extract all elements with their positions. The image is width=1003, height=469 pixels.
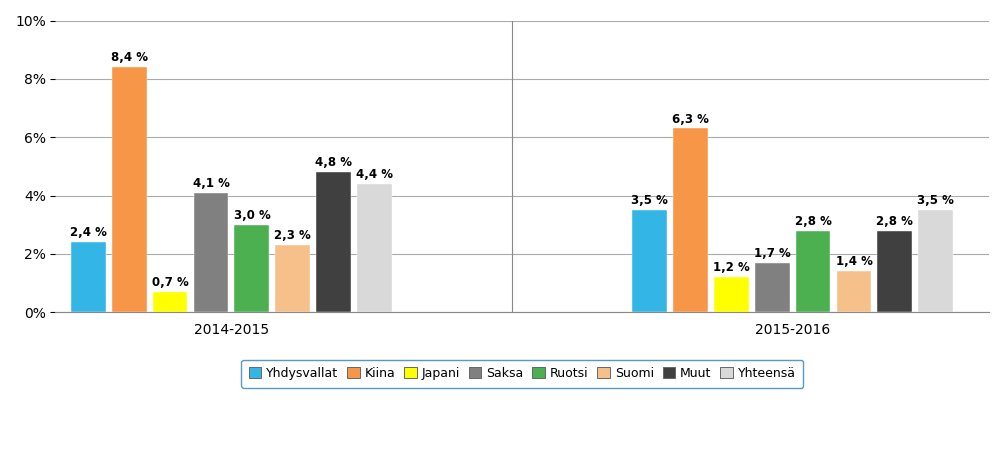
Text: 2,3 %: 2,3 % (274, 229, 311, 242)
Bar (918, 210, 952, 312)
Text: 2,8 %: 2,8 % (876, 215, 913, 227)
Bar (111, 67, 146, 312)
Bar (194, 193, 228, 312)
Text: 4,1 %: 4,1 % (193, 177, 229, 189)
Text: 4,8 %: 4,8 % (315, 156, 352, 169)
Text: 3,0 %: 3,0 % (234, 209, 270, 222)
Legend: Yhdysvallat, Kiina, Japani, Saksa, Ruotsi, Suomi, Muut, Yhteensä: Yhdysvallat, Kiina, Japani, Saksa, Ruots… (241, 360, 802, 388)
Text: 1,4 %: 1,4 % (834, 256, 872, 268)
Bar (152, 292, 188, 312)
Text: 1,7 %: 1,7 % (753, 247, 789, 260)
Text: 0,7 %: 0,7 % (151, 276, 189, 289)
Text: 4,4 %: 4,4 % (356, 168, 393, 181)
Text: 6,3 %: 6,3 % (671, 113, 708, 126)
Bar (713, 277, 748, 312)
Bar (71, 242, 105, 312)
Bar (235, 225, 269, 312)
Bar (275, 245, 310, 312)
Text: 3,5 %: 3,5 % (917, 194, 953, 207)
Text: 2,4 %: 2,4 % (69, 227, 106, 239)
Bar (835, 272, 871, 312)
Bar (672, 129, 707, 312)
Bar (357, 184, 391, 312)
Text: 2,8 %: 2,8 % (793, 215, 830, 227)
Bar (316, 172, 351, 312)
Bar (631, 210, 666, 312)
Text: 3,5 %: 3,5 % (630, 194, 667, 207)
Bar (754, 263, 788, 312)
Bar (877, 231, 912, 312)
Bar (794, 231, 829, 312)
Text: 8,4 %: 8,4 % (110, 51, 147, 64)
Text: 1,2 %: 1,2 % (712, 261, 749, 274)
